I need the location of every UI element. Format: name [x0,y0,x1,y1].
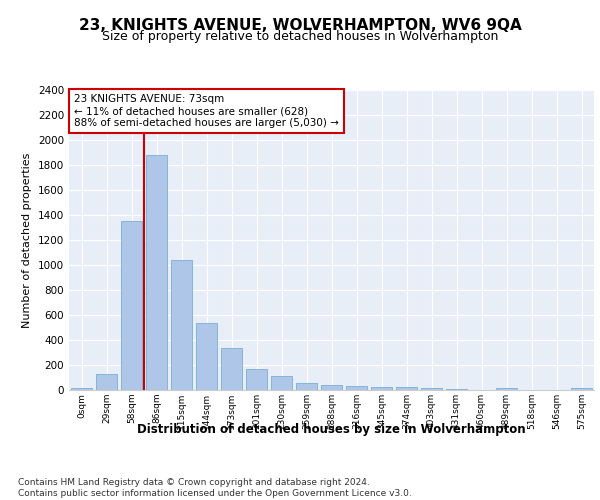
Bar [246,370,267,390]
Bar [371,387,392,390]
Text: Contains HM Land Registry data © Crown copyright and database right 2024.
Contai: Contains HM Land Registry data © Crown c… [18,478,412,498]
Bar [121,221,142,390]
Text: 23 KNIGHTS AVENUE: 73sqm
← 11% of detached houses are smaller (628)
88% of semi-: 23 KNIGHTS AVENUE: 73sqm ← 11% of detach… [74,94,339,128]
Bar [196,322,217,390]
Bar [171,260,192,390]
Bar [446,388,467,390]
Bar [321,385,342,390]
Bar [346,386,367,390]
Text: Size of property relative to detached houses in Wolverhampton: Size of property relative to detached ho… [102,30,498,43]
Text: 23, KNIGHTS AVENUE, WOLVERHAMPTON, WV6 9QA: 23, KNIGHTS AVENUE, WOLVERHAMPTON, WV6 9… [79,18,521,32]
Bar [221,348,242,390]
Bar [271,376,292,390]
Y-axis label: Number of detached properties: Number of detached properties [22,152,32,328]
Bar [96,374,117,390]
Bar [571,388,592,390]
Bar [296,382,317,390]
Bar [146,155,167,390]
Bar [71,388,92,390]
Bar [421,388,442,390]
Text: Distribution of detached houses by size in Wolverhampton: Distribution of detached houses by size … [137,422,526,436]
Bar [396,387,417,390]
Bar [496,388,517,390]
